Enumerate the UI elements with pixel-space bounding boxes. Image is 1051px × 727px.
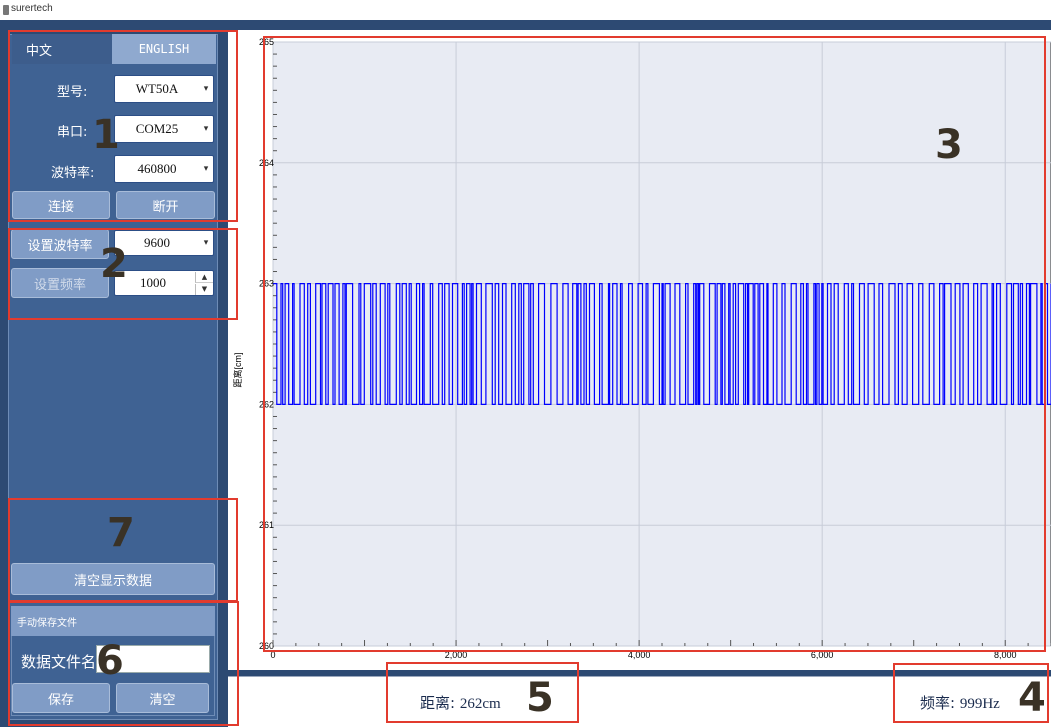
y-tick-label: 260 [259, 641, 274, 651]
title-bar: surertech [0, 0, 1051, 20]
filename-label: 数据文件名 [21, 653, 97, 671]
clear-filename-button[interactable]: 清空 [116, 683, 209, 713]
clear-display-button[interactable]: 清空显示数据 [11, 563, 215, 595]
annotation-number-5: 5 [526, 675, 554, 721]
frequency-readout: 频率: 999Hz [920, 692, 1000, 713]
save-button[interactable]: 保存 [12, 683, 110, 713]
annotation-number-1: 1 [92, 112, 120, 158]
chevron-down-icon: ▾ [203, 164, 209, 174]
x-tick-label: 6,000 [811, 650, 834, 660]
y-tick-label: 262 [259, 399, 274, 409]
baud-select[interactable]: 460800 ▾ [114, 155, 214, 183]
y-tick-label: 265 [259, 37, 274, 47]
tab-chinese[interactable]: 中文 [12, 34, 112, 64]
frequency-label: 频率: [920, 694, 956, 712]
frequency-spinbox[interactable]: 1000 ▲ ▼ [114, 270, 214, 296]
plot-frame: 265 264 263 262 261 260 0 2,000 4,000 6,000 8,000… [228, 30, 1051, 670]
annotation-number-6: 6 [96, 638, 124, 684]
port-label: 串口: [57, 125, 88, 140]
top-strip [0, 20, 1051, 28]
port-select[interactable]: COM25 ▾ [114, 115, 214, 143]
app-icon [3, 5, 9, 15]
distance-value: 262cm [459, 696, 501, 712]
distance-chart[interactable]: 265 264 263 262 261 260 0 2,000 4,000 6,000 8,000… [228, 30, 1051, 670]
annotation-number-4: 4 [1018, 675, 1046, 721]
manual-save-title: 手动保存文件 [11, 606, 215, 636]
window-title: surertech [11, 3, 53, 14]
baud-value: 460800 [137, 161, 177, 176]
control-panel [8, 34, 218, 720]
set-baud-select[interactable]: 9600 ▾ [114, 230, 214, 256]
chevron-down-icon: ▾ [203, 124, 209, 134]
annotation-number-2: 2 [100, 241, 128, 287]
x-tick-label: 8,000 [994, 650, 1017, 660]
y-tick-label: 264 [259, 158, 274, 168]
spin-up-icon[interactable]: ▲ [195, 272, 213, 283]
distance-label: 距离: [420, 694, 456, 712]
y-tick-label: 261 [259, 520, 274, 530]
model-value: WT50A [135, 81, 179, 96]
disconnect-button[interactable]: 断开 [116, 191, 215, 219]
chevron-down-icon: ▾ [203, 238, 209, 248]
y-axis: 265 264 263 262 261 260 [259, 37, 277, 651]
chevron-down-icon: ▾ [203, 84, 209, 94]
set-baud-button[interactable]: 设置波特率 [11, 229, 109, 259]
series-line-distance [273, 283, 1051, 405]
tab-english[interactable]: ENGLISH [112, 34, 216, 64]
y-axis-label: 距离[cm] [232, 353, 243, 388]
port-value: COM25 [135, 121, 179, 136]
x-tick-label: 0 [270, 650, 275, 660]
x-tick-label: 4,000 [628, 650, 651, 660]
x-axis: 0 2,000 4,000 6,000 8,000 [270, 640, 1051, 660]
y-tick-label: 263 [259, 279, 274, 289]
distance-readout: 距离: 262cm [420, 692, 501, 713]
frequency-value: 1000 [140, 275, 166, 290]
spin-down-icon[interactable]: ▼ [195, 284, 213, 295]
set-baud-value: 9600 [144, 235, 170, 250]
annotation-number-7: 7 [107, 510, 135, 556]
frequency-value: 999Hz [959, 696, 1000, 712]
annotation-number-3: 3 [935, 122, 963, 168]
model-label: 型号: [57, 85, 88, 100]
filename-input[interactable] [96, 645, 210, 673]
set-frequency-button[interactable]: 设置频率 [11, 268, 109, 298]
model-select[interactable]: WT50A ▾ [114, 75, 214, 103]
connect-button[interactable]: 连接 [12, 191, 110, 219]
baud-label: 波特率: [51, 166, 95, 181]
x-tick-label: 2,000 [445, 650, 468, 660]
status-bar [228, 676, 1051, 727]
